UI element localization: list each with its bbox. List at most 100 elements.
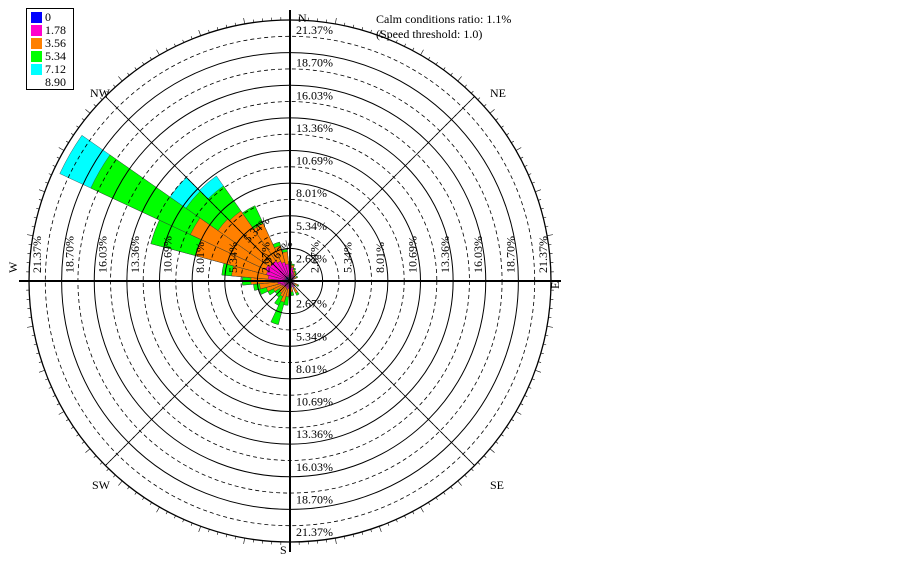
outer-tick (85, 449, 90, 453)
ring-label-south: 5.34% (296, 329, 327, 343)
outer-tick (244, 18, 245, 24)
outer-tick (59, 412, 64, 415)
outer-tick (458, 481, 462, 486)
ring-label-north: 16.03% (296, 88, 333, 102)
outer-tick (150, 57, 152, 60)
outer-tick (135, 492, 137, 494)
outer-tick (471, 469, 473, 471)
ring-label-south: 13.36% (296, 427, 333, 441)
outer-tick (71, 427, 73, 429)
outer-tick (82, 442, 84, 444)
outer-tick (118, 76, 122, 81)
outer-tick (379, 526, 381, 532)
ring-label-west: 21.37% (30, 236, 44, 273)
direction-label-w: W (6, 261, 20, 273)
outer-tick (85, 109, 90, 113)
ring-label-south: 10.69% (296, 395, 333, 409)
outer-tick (490, 109, 495, 113)
outer-tick (484, 456, 486, 458)
legend-swatch (31, 64, 42, 75)
outer-tick (520, 157, 523, 158)
outer-tick (150, 502, 152, 505)
legend-swatch (31, 51, 42, 62)
outer-tick (94, 456, 96, 458)
ring-label-east: 13.36% (438, 236, 452, 273)
outer-tick (76, 126, 78, 128)
ring-label-east: 2.67% (308, 242, 322, 273)
ring-label-east: 18.70% (503, 236, 517, 273)
ring-label-north: 18.70% (296, 56, 333, 70)
speed-threshold-text: (Speed threshold: 1.0) (376, 27, 482, 42)
direction-label-e: E (548, 282, 562, 289)
outer-tick (135, 67, 137, 69)
outer-tick (478, 98, 480, 100)
outer-tick (39, 190, 45, 192)
outer-tick (27, 326, 33, 327)
ring-label-north: 8.01% (296, 186, 327, 200)
ring-label-north: 13.36% (296, 121, 333, 135)
outer-tick (413, 511, 414, 514)
direction-label-nw: NW (90, 86, 111, 100)
ring-label-west: 13.36% (128, 236, 142, 273)
outer-tick (53, 395, 56, 396)
outer-tick (413, 48, 414, 51)
outer-tick (506, 427, 508, 429)
outer-tick (520, 404, 523, 405)
outer-tick (53, 165, 56, 166)
outer-tick (157, 507, 160, 512)
outer-tick (478, 462, 480, 464)
outer-tick (113, 85, 115, 87)
outer-tick (535, 190, 541, 192)
outer-tick (511, 419, 514, 421)
legend-swatch (31, 25, 42, 36)
outer-tick (443, 492, 445, 494)
ring-label-south: 21.37% (296, 525, 333, 539)
direction-label-se: SE (490, 478, 504, 492)
outer-tick (27, 235, 33, 236)
ring-label-west: 16.03% (95, 236, 109, 273)
outer-tick (59, 148, 64, 151)
outer-tick (451, 73, 453, 75)
outer-tick (484, 104, 486, 106)
ring-label-south: 2.67% (296, 297, 327, 311)
outer-tick (436, 497, 438, 499)
outer-tick (244, 538, 245, 544)
outer-tick (525, 165, 528, 166)
outer-tick (535, 370, 541, 372)
legend-swatch (31, 12, 42, 23)
outer-tick (465, 85, 467, 87)
outer-tick (142, 62, 144, 64)
outer-tick (404, 44, 405, 47)
ring-label-north: 10.69% (296, 154, 333, 168)
outer-tick (506, 133, 508, 135)
ring-label-west: 8.01% (193, 242, 207, 273)
ring-label-east: 5.34% (340, 242, 354, 273)
direction-label-sw: SW (92, 478, 111, 492)
outer-tick (66, 419, 69, 421)
outer-tick (335, 18, 336, 24)
outer-tick (142, 497, 144, 499)
outer-tick (428, 57, 430, 60)
outer-tick (127, 487, 129, 489)
ring-label-west: 18.70% (63, 236, 77, 273)
outer-tick (511, 141, 514, 143)
ring-label-west: 10.69% (161, 236, 175, 273)
outer-tick (501, 126, 503, 128)
ring-label-north: 5.34% (296, 219, 327, 233)
ring-label-east: 8.01% (373, 242, 387, 273)
outer-tick (166, 48, 167, 51)
outer-tick (100, 462, 102, 464)
ring-label-east: 16.03% (471, 236, 485, 273)
outer-tick (107, 469, 109, 471)
outer-tick (57, 404, 60, 405)
outer-tick (76, 434, 78, 436)
outer-tick (436, 62, 438, 64)
ring-label-east: 10.69% (406, 236, 420, 273)
outer-tick (490, 449, 495, 453)
legend-label: 8.90 (45, 76, 66, 89)
outer-tick (501, 434, 503, 436)
outer-tick (451, 487, 453, 489)
